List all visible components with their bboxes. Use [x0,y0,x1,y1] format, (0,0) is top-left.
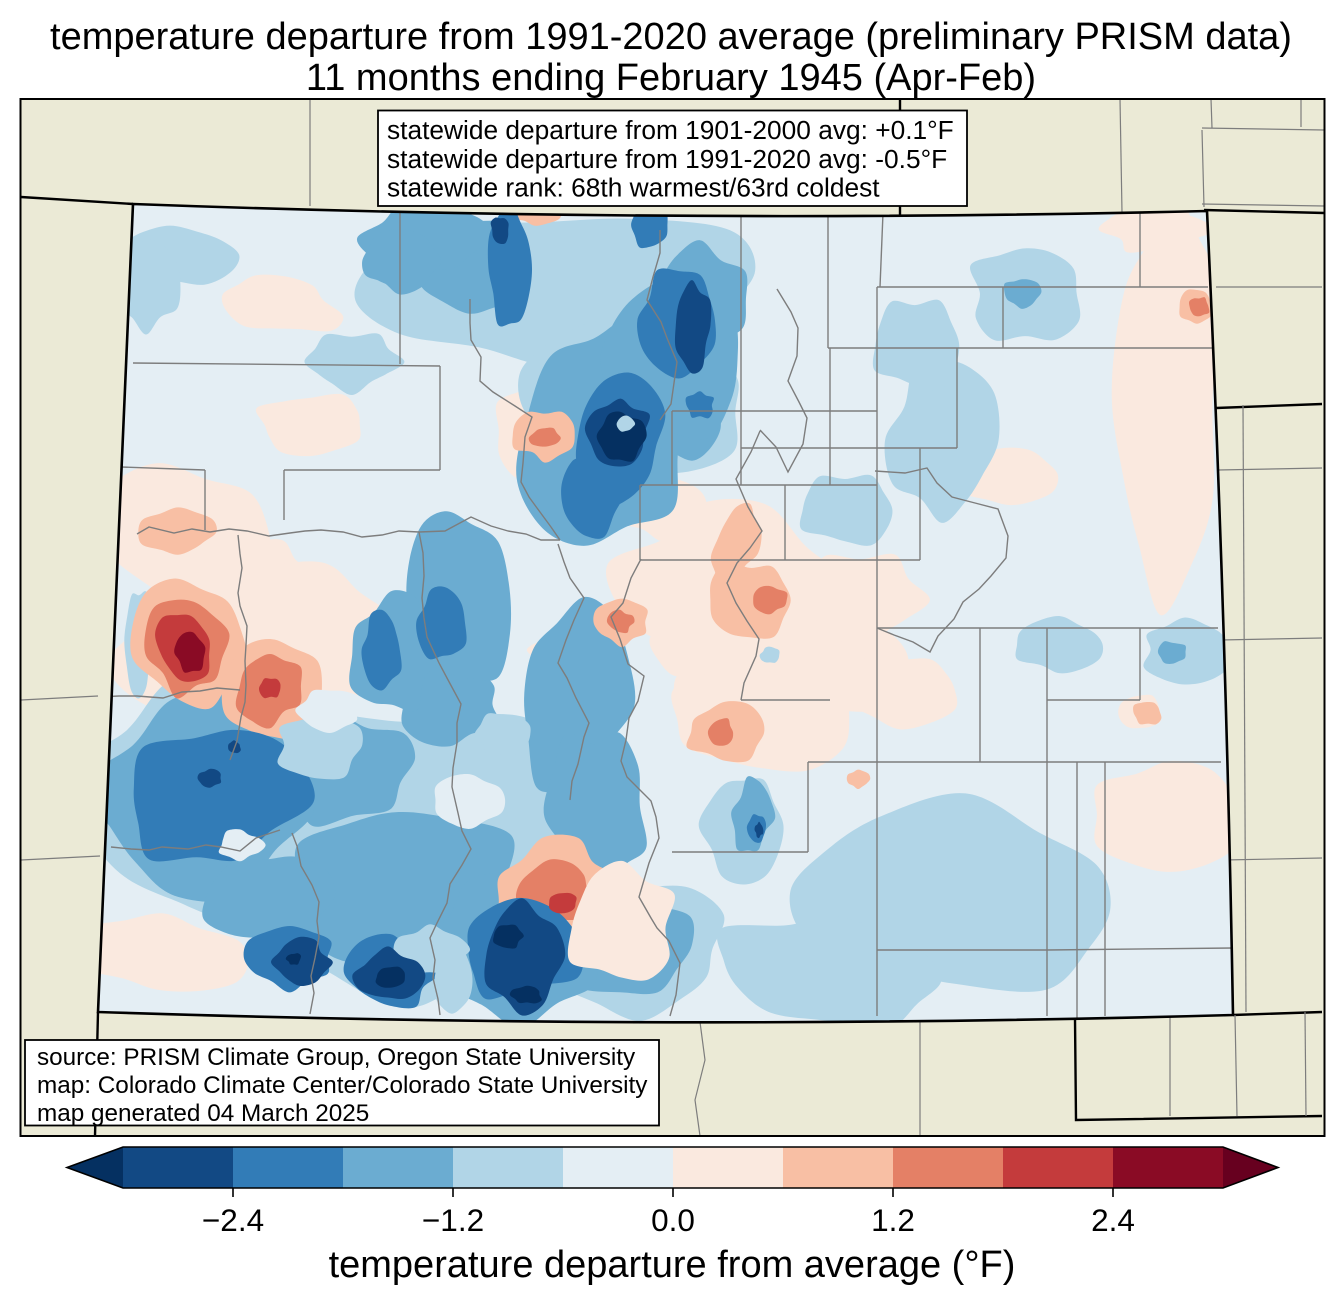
svg-text:−2.4: −2.4 [202,1202,264,1238]
svg-text:statewide departure from 1991-: statewide departure from 1991-2020 avg: … [387,144,947,174]
svg-text:temperature departure from 199: temperature departure from 1991-2020 ave… [50,16,1292,58]
svg-text:map: Colorado Climate Center/C: map: Colorado Climate Center/Colorado St… [37,1072,648,1099]
svg-text:−1.2: −1.2 [422,1202,484,1238]
svg-text:map generated 04 March 2025: map generated 04 March 2025 [37,1100,369,1127]
svg-text:11 months ending February 1945: 11 months ending February 1945 (Apr-Feb) [306,57,1036,99]
svg-text:statewide departure from 1901-: statewide departure from 1901-2000 avg: … [387,115,954,145]
svg-text:temperature departure from ave: temperature departure from average (°F) [329,1244,1016,1286]
svg-text:0.0: 0.0 [651,1202,695,1238]
svg-text:2.4: 2.4 [1091,1202,1135,1238]
svg-text:source: PRISM Climate Group, O: source: PRISM Climate Group, Oregon Stat… [37,1044,636,1071]
svg-text:statewide rank: 68th warmest/6: statewide rank: 68th warmest/63rd coldes… [387,173,880,203]
svg-text:1.2: 1.2 [871,1202,915,1238]
